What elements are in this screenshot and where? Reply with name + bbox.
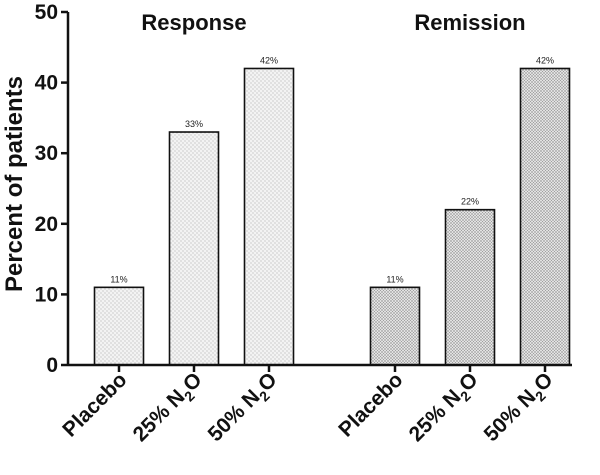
y-tick-label: 50 — [35, 1, 58, 24]
group-title: Remission — [414, 10, 525, 35]
data-label: 33% — [185, 119, 203, 129]
bars — [93, 67, 571, 366]
x-tick-label: 50% N2O — [204, 368, 285, 449]
y-tick-label: 0 — [46, 354, 58, 377]
x-tick-label: 25% N2O — [405, 368, 486, 449]
data-label: 22% — [461, 197, 479, 207]
x-tick-label: 50% N2O — [480, 368, 561, 449]
y-axis-label: Percent of patients — [1, 76, 28, 292]
y-tick-label: 20 — [35, 213, 58, 236]
y-tick-label: 10 — [35, 283, 58, 306]
group-title: Response — [141, 10, 246, 35]
x-tick-label: Placebo — [58, 368, 131, 441]
group-titles: Response Remission — [141, 10, 525, 35]
bar — [519, 67, 571, 366]
x-tick-label: 25% N2O — [129, 368, 210, 449]
bar — [168, 131, 220, 366]
x-tick-label: Placebo — [334, 368, 407, 441]
data-label: 42% — [536, 55, 554, 65]
bar — [444, 208, 496, 366]
data-label: 11% — [386, 274, 403, 284]
data-label: 42% — [260, 55, 278, 65]
data-labels: 11% 33% 42% 11% 22% 42% — [110, 55, 554, 284]
y-axis: 0 10 20 30 40 50 — [35, 1, 70, 377]
y-tick-label: 30 — [35, 142, 58, 165]
y-tick-label: 40 — [35, 72, 58, 95]
bar — [93, 286, 145, 366]
data-label: 11% — [110, 274, 127, 284]
bar — [369, 286, 421, 366]
bar — [243, 67, 295, 366]
